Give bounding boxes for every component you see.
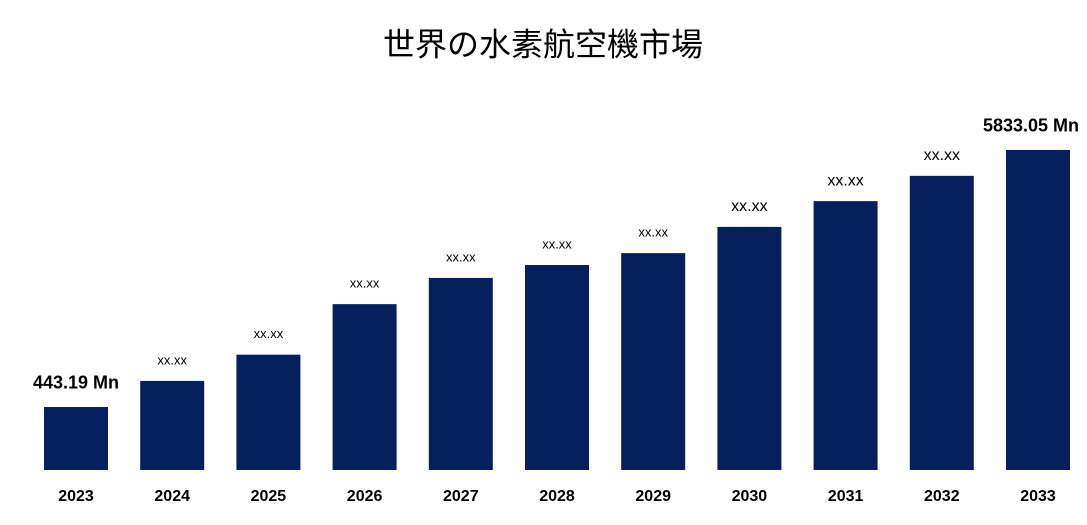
value-label: 443.19 Mn xyxy=(33,373,119,393)
x-tick-label: 2032 xyxy=(924,488,960,505)
bar xyxy=(44,406,108,470)
bar xyxy=(717,226,782,470)
value-label: xx.xx xyxy=(254,326,284,341)
bar xyxy=(332,304,397,470)
x-tick-label: 2026 xyxy=(347,488,383,505)
x-tick-label: 2024 xyxy=(154,488,190,505)
bar xyxy=(621,253,686,470)
chart-title: 世界の水素航空機市場 xyxy=(383,26,703,64)
bar xyxy=(236,354,301,470)
x-tick-label: 2025 xyxy=(251,488,287,505)
bar xyxy=(1006,149,1070,471)
bar xyxy=(525,265,589,470)
value-label: xx.xx xyxy=(638,225,668,240)
x-tick-label: 2033 xyxy=(1020,488,1056,505)
x-tick-label: 2028 xyxy=(539,488,575,505)
value-label: xx.xx xyxy=(350,276,380,291)
x-tick-label: 2029 xyxy=(635,488,671,505)
bar xyxy=(140,380,205,470)
x-tick-label: 2023 xyxy=(58,488,94,505)
x-tick-label: 2027 xyxy=(443,488,479,505)
value-label: xx.xx xyxy=(731,198,767,215)
bar xyxy=(813,201,878,470)
value-label: xx.xx xyxy=(542,236,572,251)
x-tick-label: 2030 xyxy=(732,488,768,505)
bar xyxy=(909,175,974,470)
value-label: xx.xx xyxy=(827,172,863,189)
value-label: 5833.05 Mn xyxy=(983,116,1079,136)
value-label: xx.xx xyxy=(157,352,187,367)
x-tick-label: 2031 xyxy=(828,488,864,505)
value-label: xx.xx xyxy=(446,249,476,264)
bar xyxy=(428,277,493,470)
value-label: xx.xx xyxy=(924,147,960,164)
